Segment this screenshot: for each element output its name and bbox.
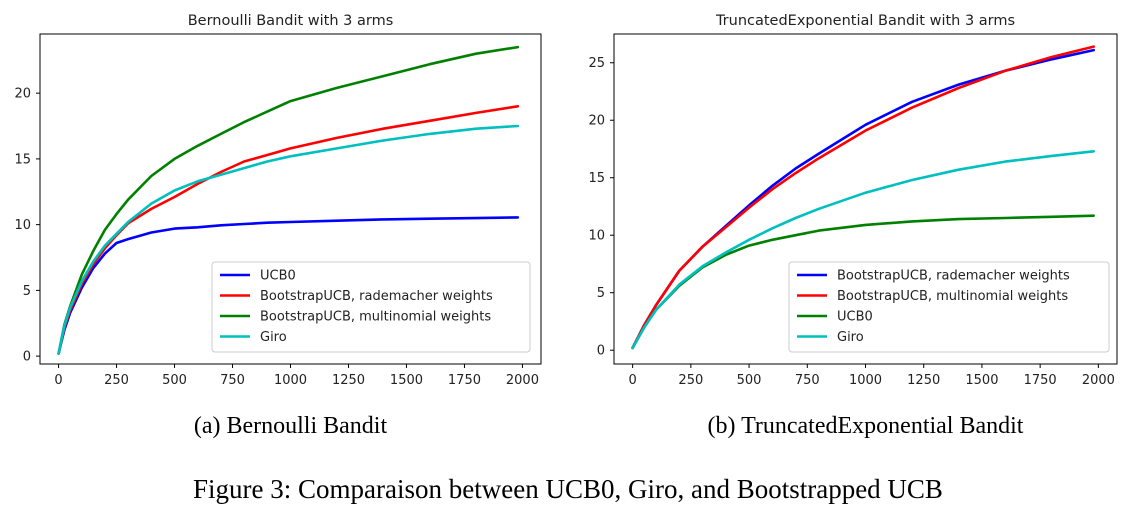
chart-title: Bernoulli Bandit with 3 arms <box>188 13 394 29</box>
x-tick-label: 1500 <box>390 373 423 388</box>
x-tick-label: 250 <box>678 373 703 388</box>
x-tick-label: 1750 <box>1024 373 1057 388</box>
legend-label: BootstrapUCB, rademacher weights <box>260 289 493 304</box>
y-tick-label: 10 <box>588 229 605 244</box>
x-tick-label: 2000 <box>1082 373 1115 388</box>
x-tick-label: 500 <box>737 373 762 388</box>
series-line-giro <box>631 150 1095 350</box>
legend: UCB0 BootstrapUCB, rademacher weights Boot… <box>211 261 531 353</box>
chart-truncated-exponential: TruncatedExponential Bandit with 3 arms 0… <box>588 13 1118 439</box>
y-tick-label: 25 <box>588 56 605 71</box>
series-line-bootstrapucb-rademacher-weights <box>57 105 520 355</box>
legend-box <box>788 261 1110 353</box>
legend-box <box>211 261 531 353</box>
series-line-bootstrapucb-multinomial-weights <box>57 45 520 355</box>
y-tick-label: 15 <box>14 152 31 167</box>
x-tick-label: 1000 <box>274 373 307 388</box>
chart-bernoulli: Bernoulli Bandit with 3 arms 0 250 500 750 10… <box>14 13 542 439</box>
x-tick-label: 1250 <box>332 373 365 388</box>
legend-label: BootstrapUCB, rademacher weights <box>837 269 1070 284</box>
x-tick-label: 750 <box>220 373 245 388</box>
legend-label: Giro <box>260 330 287 345</box>
subfigure-caption: (b) TruncatedExponential Bandit <box>708 413 1024 439</box>
series-line-bootstrapucb-multinomial-weights <box>631 45 1095 350</box>
x-tick-label: 750 <box>795 373 820 388</box>
y-tick-label: 5 <box>23 284 31 299</box>
x-tick-label: 1750 <box>448 373 481 388</box>
x-tick-label: 1250 <box>907 373 940 388</box>
x-tick-label: 1500 <box>965 373 998 388</box>
legend-label: UCB0 <box>837 310 873 325</box>
legend: BootstrapUCB, rademacher weights Bootstra… <box>788 261 1110 353</box>
y-tick-label: 0 <box>597 344 605 359</box>
figure-caption: Figure 3: Comparaison between UCB0, Giro… <box>193 474 943 504</box>
x-tick-label: 250 <box>104 373 129 388</box>
y-tick-label: 5 <box>597 286 605 301</box>
x-tick-label: 1000 <box>849 373 882 388</box>
series-line-ucb0 <box>57 216 520 355</box>
chart-title: TruncatedExponential Bandit with 3 arms <box>715 13 1015 29</box>
y-tick-label: 20 <box>588 114 605 129</box>
legend-label: UCB0 <box>260 269 296 284</box>
x-tick-label: 0 <box>54 373 62 388</box>
series-line-giro <box>57 124 520 355</box>
y-tick-label: 20 <box>14 87 31 102</box>
subfigure-caption: (a) Bernoulli Bandit <box>194 413 388 439</box>
legend-label: BootstrapUCB, multinomial weights <box>837 289 1068 304</box>
y-tick-label: 15 <box>588 171 605 186</box>
y-tick-label: 10 <box>14 218 31 233</box>
legend-label: BootstrapUCB, multinomial weights <box>260 310 491 325</box>
x-tick-label: 500 <box>162 373 187 388</box>
y-tick-label: 0 <box>23 350 31 365</box>
x-tick-label: 0 <box>628 373 636 388</box>
legend-label: Giro <box>837 330 864 345</box>
x-tick-label: 2000 <box>506 373 539 388</box>
